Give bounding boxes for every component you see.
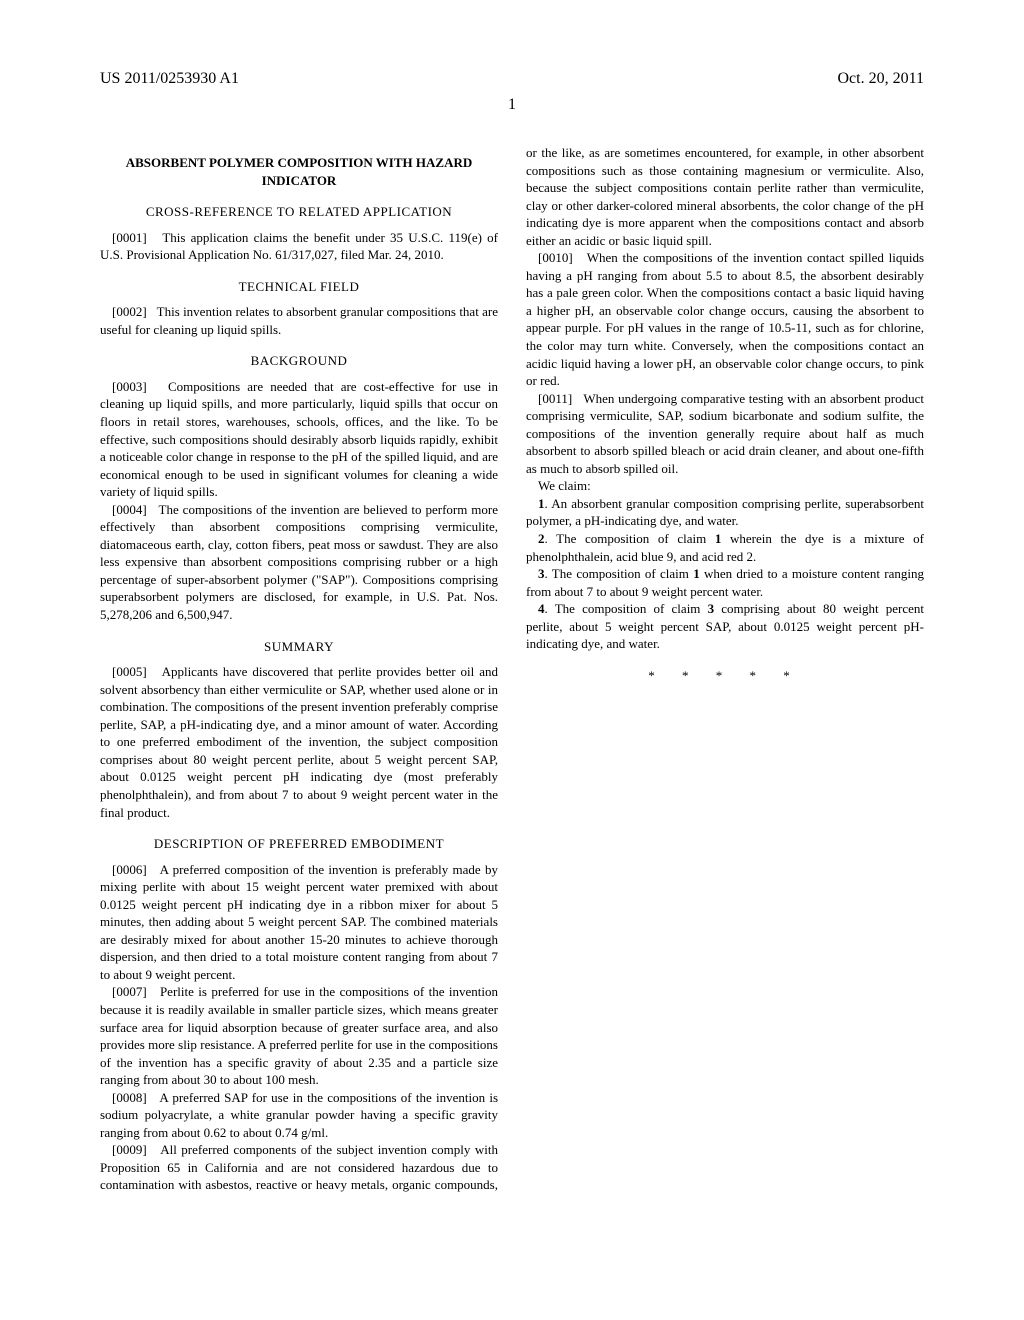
description-heading: DESCRIPTION OF PREFERRED EMBODIMENT bbox=[100, 835, 498, 853]
para-num-0011: [0011] bbox=[538, 391, 572, 406]
claim-3-text-a: . The composition of claim bbox=[545, 566, 694, 581]
para-text-0002: This invention relates to absorbent gran… bbox=[100, 304, 498, 337]
paragraph-0001: [0001] This application claims the benef… bbox=[100, 229, 498, 264]
we-claim: We claim: bbox=[526, 477, 924, 495]
para-text-0004: The compositions of the invention are be… bbox=[100, 502, 498, 622]
para-text-0005: Applicants have discovered that perlite … bbox=[100, 664, 498, 819]
para-num-0008: [0008] bbox=[112, 1090, 147, 1105]
background-heading: BACKGROUND bbox=[100, 352, 498, 370]
para-text-0003: Compositions are needed that are cost-ef… bbox=[100, 379, 498, 499]
paragraph-0008: [0008] A preferred SAP for use in the co… bbox=[100, 1089, 498, 1142]
technical-field-heading: TECHNICAL FIELD bbox=[100, 278, 498, 296]
publication-number: US 2011/0253930 A1 bbox=[100, 70, 239, 88]
para-num-0004: [0004] bbox=[112, 502, 147, 517]
paragraph-0010: [0010] When the compositions of the inve… bbox=[526, 249, 924, 389]
para-text-0010: When the compositions of the invention c… bbox=[526, 250, 924, 388]
claim-1-text: . An absorbent granular composition comp… bbox=[526, 496, 924, 529]
content-columns: ABSORBENT POLYMER COMPOSITION WITH HAZAR… bbox=[100, 144, 924, 1194]
document-title: ABSORBENT POLYMER COMPOSITION WITH HAZAR… bbox=[100, 154, 498, 189]
page-header: US 2011/0253930 A1 Oct. 20, 2011 bbox=[100, 70, 924, 88]
para-text-0011: When undergoing comparative testing with… bbox=[526, 391, 924, 476]
claim-4-text-a: . The composition of claim bbox=[545, 601, 708, 616]
para-num-0002: [0002] bbox=[112, 304, 147, 319]
paragraph-0002: [0002] This invention relates to absorbe… bbox=[100, 303, 498, 338]
paragraph-0003: [0003] Compositions are needed that are … bbox=[100, 378, 498, 501]
end-asterisks: * * * * * bbox=[526, 667, 924, 685]
para-num-0007: [0007] bbox=[112, 984, 147, 999]
para-num-0003: [0003] bbox=[112, 379, 147, 394]
cross-reference-heading: CROSS-REFERENCE TO RELATED APPLICATION bbox=[100, 203, 498, 221]
claim-1: 1. An absorbent granular composition com… bbox=[526, 495, 924, 530]
publication-date: Oct. 20, 2011 bbox=[837, 70, 924, 88]
para-text-0001: This application claims the benefit unde… bbox=[100, 230, 498, 263]
paragraph-0011: [0011] When undergoing comparative testi… bbox=[526, 390, 924, 478]
para-num-0010: [0010] bbox=[538, 250, 573, 265]
page-number: 1 bbox=[100, 96, 924, 114]
para-text-0008: A preferred SAP for use in the compositi… bbox=[100, 1090, 498, 1140]
claim-3: 3. The composition of claim 1 when dried… bbox=[526, 565, 924, 600]
paragraph-0007: [0007] Perlite is preferred for use in t… bbox=[100, 983, 498, 1088]
para-num-0006: [0006] bbox=[112, 862, 147, 877]
para-text-0006: A preferred composition of the invention… bbox=[100, 862, 498, 982]
summary-heading: SUMMARY bbox=[100, 638, 498, 656]
paragraph-0004: [0004] The compositions of the invention… bbox=[100, 501, 498, 624]
para-num-0009: [0009] bbox=[112, 1142, 147, 1157]
paragraph-0005: [0005] Applicants have discovered that p… bbox=[100, 663, 498, 821]
paragraph-0006: [0006] A preferred composition of the in… bbox=[100, 861, 498, 984]
para-num-0005: [0005] bbox=[112, 664, 147, 679]
claim-2: 2. The composition of claim 1 wherein th… bbox=[526, 530, 924, 565]
para-num-0001: [0001] bbox=[112, 230, 147, 245]
claim-4: 4. The composition of claim 3 comprising… bbox=[526, 600, 924, 653]
claim-2-text-a: . The composition of claim bbox=[545, 531, 715, 546]
para-text-0007: Perlite is preferred for use in the comp… bbox=[100, 984, 498, 1087]
